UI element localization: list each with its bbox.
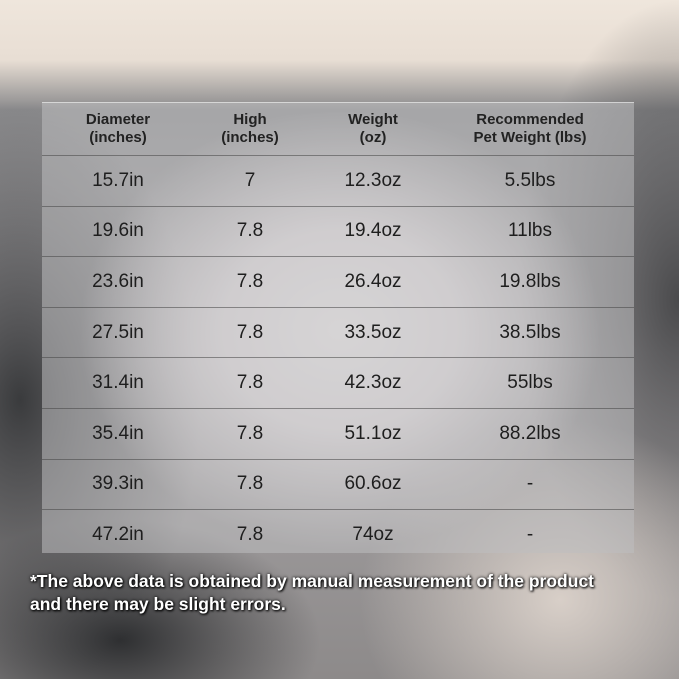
table-cell: 7.8 <box>236 523 264 545</box>
table-row: 31.4in 7.8 42.3oz 55lbs <box>42 358 634 409</box>
table-cell: 7.8 <box>236 321 264 343</box>
table-cell: 19.4oz <box>344 220 402 242</box>
header-text: (inches) <box>221 129 279 146</box>
table-cell: 31.4in <box>92 372 144 394</box>
table-cell: 51.1oz <box>344 422 402 444</box>
table-cell: - <box>526 523 534 545</box>
table-row: 47.2in 7.8 74oz - <box>42 510 634 560</box>
table-cell: 26.4oz <box>344 270 402 292</box>
table-cell: 42.3oz <box>344 372 402 394</box>
table-cell: 12.3oz <box>344 169 402 191</box>
table-cell: 35.4in <box>92 422 144 444</box>
table-cell: 19.8lbs <box>499 270 561 292</box>
header-text: (oz) <box>359 129 387 146</box>
table-cell: 7.8 <box>236 473 264 495</box>
table-cell: 60.6oz <box>344 473 402 495</box>
table-cell: 5.5lbs <box>504 169 556 191</box>
table-cell: 74oz <box>352 523 394 545</box>
header-diameter: Diameter (inches) <box>42 111 194 147</box>
table-row: 39.3in 7.8 60.6oz - <box>42 460 634 511</box>
table-row: 23.6in 7.8 26.4oz 19.8lbs <box>42 257 634 308</box>
table-row: 19.6in 7.8 19.4oz 11lbs <box>42 207 634 258</box>
table-cell: 11lbs <box>507 220 552 242</box>
footnote: *The above data is obtained by manual me… <box>30 570 670 616</box>
table-cell: 88.2lbs <box>499 422 561 444</box>
table-cell: 15.7in <box>92 169 144 191</box>
header-text: Pet Weight (lbs) <box>473 129 587 146</box>
header-text: Recommended <box>476 111 584 128</box>
table-row: 15.7in 7 12.3oz 5.5lbs <box>42 156 634 207</box>
footnote-line: and there may be slight errors. <box>30 594 286 614</box>
header-text: High <box>233 111 267 128</box>
table-row: 27.5in 7.8 33.5oz 38.5lbs <box>42 308 634 359</box>
footnote-line: *The above data is obtained by manual me… <box>30 571 594 591</box>
table-cell: 39.3in <box>92 473 144 495</box>
table-cell: 33.5oz <box>344 321 402 343</box>
table-cell: 38.5lbs <box>499 321 561 343</box>
table-cell: 7 <box>244 169 256 191</box>
header-text: (inches) <box>89 129 147 146</box>
table-cell: 7.8 <box>236 422 264 444</box>
size-table: Diameter (inches) High (inches) Weight (oz)… <box>42 102 634 553</box>
table-cell: 47.2in <box>92 523 144 545</box>
header-text: Weight <box>348 111 398 128</box>
table-cell: 7.8 <box>236 372 264 394</box>
table-cell: 19.6in <box>92 220 144 242</box>
table-header-row: Diameter (inches) High (inches) Weight (oz)… <box>42 103 634 156</box>
header-weight: Weight (oz) <box>306 111 440 147</box>
header-high: High (inches) <box>194 111 306 147</box>
table-cell: 23.6in <box>92 270 144 292</box>
header-text: Diameter <box>85 111 151 128</box>
table-cell: 7.8 <box>236 220 264 242</box>
header-pet-weight: Recommended Pet Weight (lbs) <box>440 111 620 147</box>
table-cell: 55lbs <box>507 372 553 394</box>
table-cell: 27.5in <box>92 321 144 343</box>
table-cell: - <box>526 473 534 495</box>
table-cell: 7.8 <box>236 270 264 292</box>
table-row: 35.4in 7.8 51.1oz 88.2lbs <box>42 409 634 460</box>
